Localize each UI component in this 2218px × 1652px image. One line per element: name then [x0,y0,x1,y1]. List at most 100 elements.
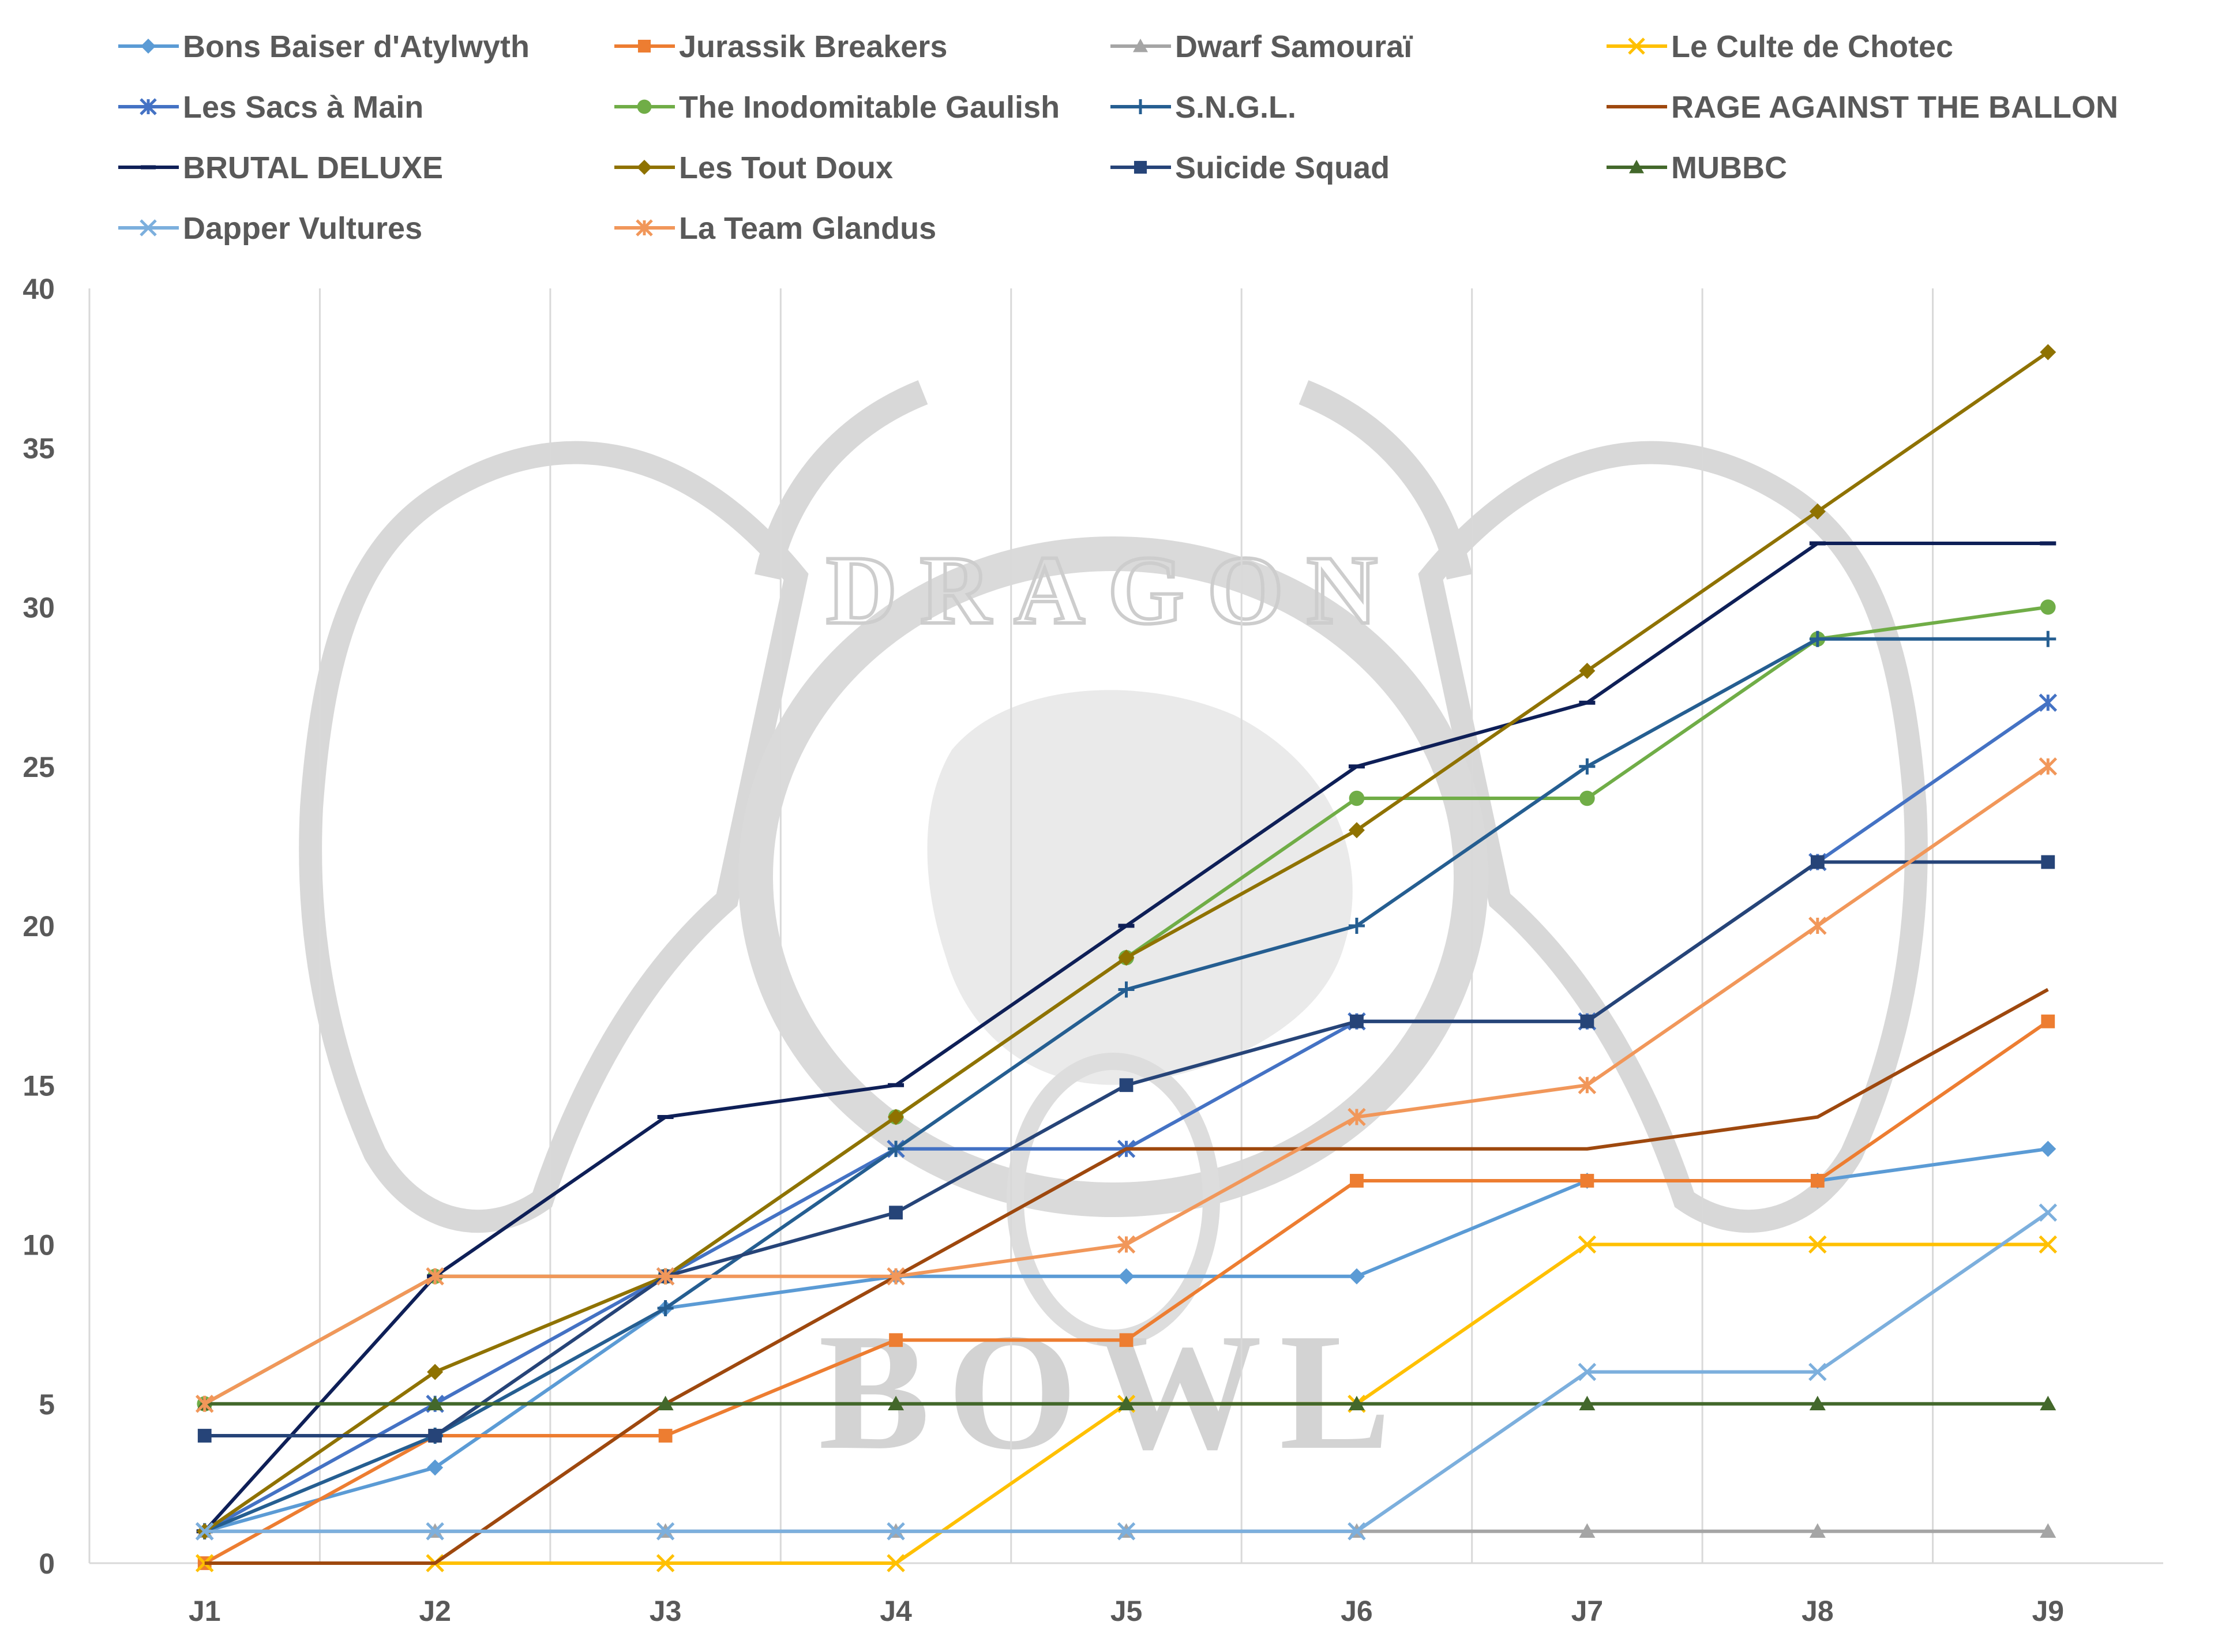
data-point [2040,1395,2056,1410]
data-point [1580,1174,1594,1188]
series-7 [204,988,2049,1565]
legend-label: Les Sacs à Main [183,90,423,125]
legend-label: Le Culte de Chotec [1671,29,1953,64]
legend-marker [636,219,653,236]
data-point [1579,1523,1596,1538]
data-point [2039,757,2058,776]
data-point [888,1140,905,1157]
data-point [889,1206,903,1220]
data-point [1348,822,1365,839]
series-layer [195,344,2058,1572]
data-point [1808,1362,1827,1381]
legend-label: Dapper Vultures [183,211,422,246]
data-point [1578,1076,1597,1095]
data-point [1348,1107,1366,1127]
x-tick-label: J2 [419,1595,451,1627]
data-point [1118,981,1135,998]
legend-label: Suicide Squad [1175,151,1390,185]
data-point [1810,855,1825,869]
data-point [1579,758,1596,775]
x-tick-label: J3 [650,1595,682,1627]
x-tick-label: J1 [189,1595,221,1627]
data-point [657,1300,674,1316]
x-tick-label: J5 [1110,1595,1143,1627]
y-tick-label: 20 [22,910,55,943]
legend-item: Suicide Squad [1110,151,1390,185]
data-point [427,1459,444,1476]
data-point [888,1109,905,1125]
legend-marker [1133,99,1148,114]
legend-label: S.N.G.L. [1175,90,1296,125]
legend-label: Dwarf Samouraï [1175,29,1413,64]
data-point [887,1554,905,1572]
legend-label: La Team Glandus [679,211,936,246]
legend-item: Le Culte de Chotec [1607,29,1953,64]
data-point [1118,1268,1135,1285]
data-point [889,1333,903,1347]
data-point [887,1267,905,1286]
data-point [1809,1395,1826,1410]
legend-label: BRUTAL DELUXE [183,151,443,185]
legend-label: Bons Baiser d'Atylwyth [183,29,530,64]
legend-label: Jurassik Breakers [679,29,947,64]
legend-marker [1629,160,1644,174]
data-point [1578,1235,1597,1254]
legend-marker [140,219,157,236]
y-tick-label: 40 [22,273,55,305]
data-point [2039,1235,2058,1254]
legend-marker [141,39,156,54]
watermark-top-text: DRAGON [826,536,1401,644]
data-point [195,1554,214,1572]
legend-item: Bons Baiser d'Atylwyth [118,29,530,64]
x-tick-label: J8 [1802,1595,1834,1627]
y-tick-label: 10 [22,1229,55,1261]
data-point [1117,1522,1136,1541]
watermark-bottom-text: BOWL [819,1299,1408,1484]
legend-item: Les Sacs à Main [118,90,423,125]
data-point [657,1395,674,1410]
data-point [1348,1522,1366,1541]
data-point [1580,1014,1594,1028]
x-tick-label: J9 [2032,1595,2064,1627]
legend-marker [637,99,652,114]
data-point [1350,1174,1364,1188]
data-point [1119,1078,1134,1092]
legend-label: MUBBC [1671,151,1787,185]
vertical-gridlines [318,288,1934,1563]
y-tick-label: 25 [22,751,55,783]
legend-item: S.N.G.L. [1110,90,1296,125]
data-point [2041,855,2055,869]
y-tick-label: 5 [39,1388,55,1421]
data-point [1809,630,1826,647]
legend-item: MUBBC [1607,151,1787,185]
data-point [1809,503,1826,520]
legend-label: Les Tout Doux [679,151,893,185]
series-10 [197,855,2055,1443]
legend-item: La Team Glandus [614,211,936,246]
ball-shape [1007,1053,1220,1347]
data-point [426,1267,444,1286]
data-point [1118,949,1135,966]
legend-label: RAGE AGAINST THE BALLON [1671,90,2118,125]
series-8 [196,541,2056,1534]
data-point [888,1395,905,1410]
chart-legend: Bons Baiser d'Atylwyth Jurassik Breakers D… [118,29,2118,246]
data-point [1117,1235,1136,1254]
legend-item: The Inodomitable Gaulish [614,90,1060,125]
data-point [1349,790,1365,806]
data-point [2040,344,2056,361]
data-point [2040,1523,2056,1538]
legend-marker [1628,37,1645,55]
series-line [204,988,2049,1565]
data-point [195,1394,214,1413]
right-wing-claw [1298,380,1472,580]
legend-label: The Inodomitable Gaulish [679,90,1060,125]
legend-marker [140,98,157,115]
data-point [2040,630,2056,647]
legend-marker [637,39,651,53]
legend-item: Dwarf Samouraï [1110,29,1413,64]
series-12 [195,1203,2058,1541]
legend-marker [637,160,652,175]
data-point [1579,1395,1596,1410]
